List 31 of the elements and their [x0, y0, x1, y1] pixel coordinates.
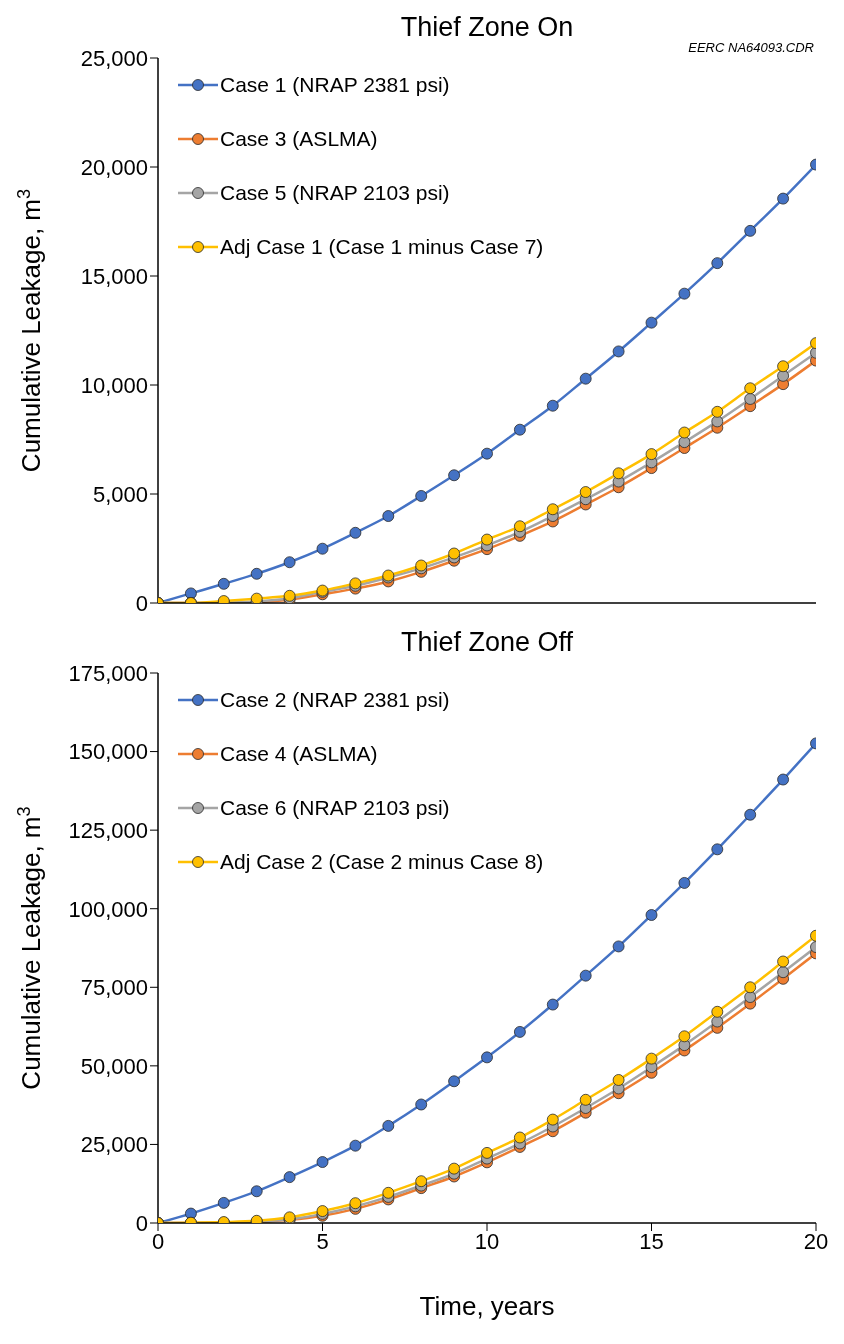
- legend-label: Adj Case 2 (Case 2 minus Case 8): [220, 849, 544, 874]
- legend-label: Adj Case 1 (Case 1 minus Case 7): [220, 234, 544, 259]
- y-tick-label: 175,000: [68, 660, 148, 686]
- y-tick-label: 20,000: [80, 154, 148, 180]
- x-tick-label: 0: [151, 1228, 165, 1254]
- x-tick-label: 10: [474, 1228, 500, 1254]
- chart-title: Thief Zone Off: [399, 627, 575, 658]
- y-tick-label: 10,000: [80, 372, 148, 398]
- x-tick-label: 15: [639, 1228, 664, 1254]
- chart-title: Thief Zone On: [400, 12, 574, 42]
- y-tick-label: 25,000: [80, 45, 148, 71]
- x-tick-label: 5: [316, 1228, 329, 1254]
- y-tick-label: 125,000: [68, 817, 148, 843]
- y-tick-label: 100,000: [68, 896, 148, 922]
- y-tick-label: 75,000: [80, 975, 148, 1001]
- legend-label: Case 1 (NRAP 2381 psi): [220, 72, 450, 97]
- y-tick-label: 25,000: [80, 1132, 148, 1158]
- y-tick-label: 0: [135, 1210, 148, 1236]
- x-tick-label: 20: [803, 1228, 829, 1254]
- y-tick-label: 5,000: [92, 481, 148, 507]
- legend-label: Case 6 (NRAP 2103 psi): [220, 795, 450, 820]
- legend-label: Case 4 (ASLMA): [220, 741, 378, 766]
- y-tick-label: 15,000: [80, 263, 148, 289]
- legend-label: Case 2 (NRAP 2381 psi): [220, 687, 450, 712]
- legend-label: Case 5 (NRAP 2103 psi): [220, 180, 450, 205]
- text: EERC NA64093.CDR: [688, 40, 814, 55]
- legend-label: Case 3 (ASLMA): [220, 126, 378, 151]
- y-tick-label: 50,000: [80, 1053, 148, 1079]
- y-tick-label: 150,000: [68, 739, 148, 765]
- x-axis-title: Time, years: [419, 1291, 555, 1321]
- y-tick-label: 0: [135, 590, 148, 616]
